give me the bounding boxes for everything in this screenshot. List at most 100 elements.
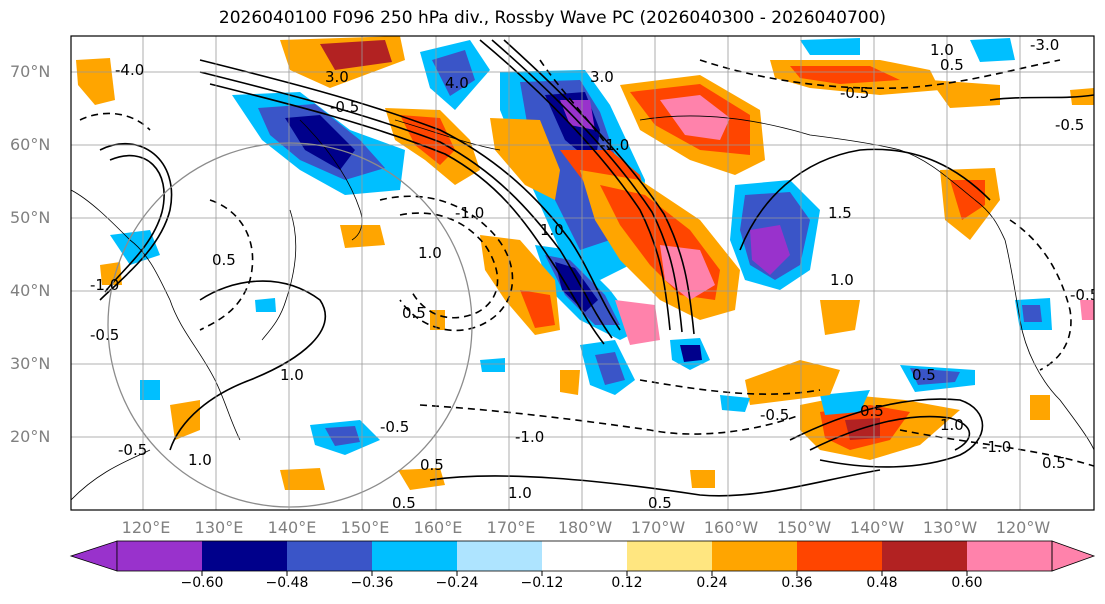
shade-patch: [490, 118, 560, 200]
contour-solid: [199, 71, 613, 339]
contour-label: -1.0: [515, 428, 544, 446]
lon-label: 140°W: [849, 518, 905, 537]
contour-label: 1.5: [828, 204, 852, 222]
shade-patch: [170, 400, 200, 440]
shade-patch: [1080, 300, 1094, 320]
contour-solid: [99, 142, 173, 301]
lon-label: 120°W: [995, 518, 1051, 537]
contour-dashed: [699, 59, 1061, 90]
contour-dashed: [539, 59, 611, 151]
colorbar-segment: [712, 541, 797, 571]
contour-label: -0.5: [840, 84, 869, 102]
colorbar-segment: [967, 541, 1052, 571]
contour-label: -0.5: [760, 406, 789, 424]
shade-patch: [615, 300, 660, 345]
shade-patch: [1022, 305, 1042, 322]
colorbar-tick-label: 0.60: [951, 575, 983, 591]
colorbar-segment: [627, 541, 712, 571]
colorbar-tick-label: 0.48: [866, 575, 898, 591]
contour-label: 0.5: [1042, 454, 1066, 472]
contour-solid: [209, 83, 605, 345]
contour-solid: [989, 94, 1094, 101]
shade-patch: [560, 100, 595, 130]
contour-label: -0.5: [330, 98, 359, 116]
colorbar-extend-min: [69, 540, 118, 572]
shade-patch: [720, 395, 750, 412]
colorbar-tick-label: −0.48: [265, 575, 309, 591]
contour-label: 3.0: [325, 68, 349, 86]
contour-label: 1.0: [280, 366, 304, 384]
contour-label: 1.0: [418, 244, 442, 262]
colorbar-segment: [202, 541, 287, 571]
shade-patch: [690, 470, 715, 488]
contour-solid: [809, 415, 971, 451]
coastline: [261, 209, 297, 341]
contour-solid: [491, 39, 683, 333]
shade-patch: [285, 115, 355, 170]
contour-solid: [199, 59, 621, 331]
shade-patch: [660, 245, 715, 300]
shade-patch: [555, 262, 598, 312]
colorbar-tick-label: 0.24: [696, 575, 728, 591]
colorbar-segment: [372, 541, 457, 571]
lon-label: 150°E: [340, 518, 390, 537]
shade-patch: [398, 468, 445, 490]
contour-label: 1.0: [940, 416, 964, 434]
shade-patch: [140, 380, 160, 400]
coastline: [1004, 239, 1094, 451]
colorbar-tick-label: −0.12: [520, 575, 564, 591]
great-circle: [107, 142, 473, 508]
contour-label: -0.5: [118, 441, 147, 459]
shade-patch: [110, 230, 160, 265]
lon-label: 120°E: [121, 518, 171, 537]
contour-label: 0.5: [392, 494, 416, 512]
contour-dashed: [399, 212, 499, 319]
contour-label: -1.0: [600, 136, 629, 154]
contour-label: -0.5: [380, 418, 409, 436]
shade-patch: [970, 38, 1015, 62]
colorbar-segment: [457, 541, 542, 571]
contour-solid: [789, 398, 984, 468]
shade-patch: [340, 225, 385, 248]
lon-label: 150°W: [776, 518, 832, 537]
plot-frame: [70, 35, 1095, 511]
colorbar-tick-label: −0.24: [435, 575, 479, 591]
contour-label: -1.0: [455, 204, 484, 222]
shade-patch: [255, 298, 276, 312]
contour-dashed: [79, 112, 151, 131]
shade-patch: [745, 360, 840, 405]
contour-dashed: [899, 429, 1094, 467]
contour-label: 4.0: [445, 74, 469, 92]
contour-label: 0.5: [402, 304, 426, 322]
lon-label: 130°E: [194, 518, 244, 537]
contour-label: 1.0: [830, 271, 854, 289]
coastline: [394, 119, 501, 151]
contour-solid: [169, 280, 327, 451]
contour-lines: [79, 39, 1094, 497]
shade-patch: [320, 40, 392, 70]
colorbar-segment: [117, 541, 202, 571]
coastline: [71, 189, 241, 441]
shade-patch: [680, 345, 702, 362]
coastlines: [71, 115, 1094, 501]
shade-patch: [910, 368, 960, 385]
shade-patch: [432, 50, 475, 96]
colorbar-tick-label: 0.12: [611, 575, 643, 591]
contour-label: 0.5: [940, 56, 964, 74]
coastline: [299, 119, 363, 241]
contour-label: -1.0: [90, 276, 119, 294]
shade-patch: [800, 38, 860, 55]
coastline: [639, 115, 1006, 241]
lon-label: 140°E: [267, 518, 317, 537]
contour-label: 1.0: [508, 484, 532, 502]
shade-patch: [480, 358, 505, 372]
colorbar-ticks: [201, 571, 968, 576]
lon-label: 130°W: [922, 518, 978, 537]
contour-dashed: [639, 379, 821, 395]
colorbar-extend-max: [1051, 540, 1096, 572]
lon-label: 170°W: [630, 518, 686, 537]
colorbar-tick-label: −0.36: [350, 575, 394, 591]
figure-title: 2026040100 F096 250 hPa div., Rossby Wav…: [218, 8, 887, 28]
shade-patch: [950, 180, 985, 220]
